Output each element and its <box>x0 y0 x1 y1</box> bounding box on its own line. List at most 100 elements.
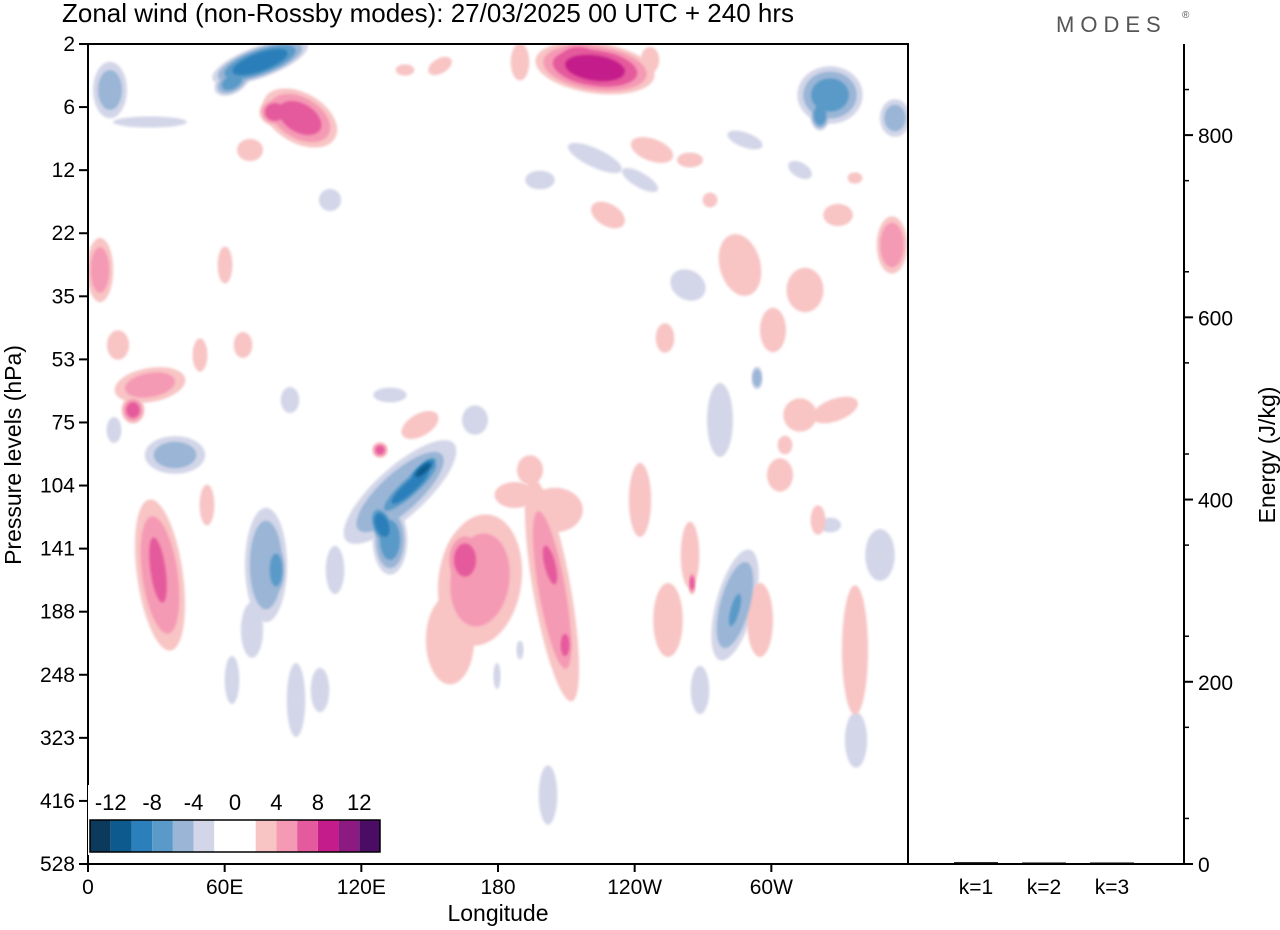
wind-contour-cell <box>628 463 652 537</box>
y-tick-label: 248 <box>40 664 75 687</box>
wind-contour-cell <box>428 56 452 76</box>
y-tick-label: 22 <box>52 222 75 245</box>
wind-contour-cell <box>106 330 130 360</box>
y-tick-label: 188 <box>40 601 75 624</box>
wind-contour-cell <box>401 410 439 440</box>
wind-contour-cell <box>670 269 706 301</box>
wind-contour-cell <box>494 482 536 508</box>
y-tick-label: 416 <box>40 790 75 813</box>
colorbar-swatch <box>338 820 360 852</box>
colorbar-swatch <box>214 820 235 852</box>
wind-contour-cell <box>453 543 477 577</box>
brand-text: MODES <box>1056 12 1167 37</box>
wind-contour-cell <box>318 188 342 212</box>
wind-contour-cell <box>240 602 264 658</box>
wind-contour-cell <box>199 484 215 526</box>
wind-contour-cell <box>221 73 243 91</box>
colorbar-frame <box>89 819 381 853</box>
y-tick-label: 35 <box>52 285 75 308</box>
energy-tick-label: 0 <box>1198 854 1210 877</box>
wind-contour-cell <box>591 201 625 229</box>
wind-contour-cell <box>727 130 763 150</box>
wind-contour-cell <box>395 64 415 76</box>
positive-wind-contour <box>90 44 904 669</box>
energy-tick-label: 600 <box>1198 307 1233 330</box>
wind-contour-cell <box>217 246 233 284</box>
x-tick-label: 0 <box>82 876 94 899</box>
colorbar-tick-label: 12 <box>347 790 371 815</box>
colorbar-tick-label: -4 <box>184 790 204 815</box>
wind-contour-cell <box>747 583 773 657</box>
wind-contour-cell <box>516 640 524 660</box>
wind-contour-cell <box>811 78 849 112</box>
wind-contour-cell <box>783 398 817 432</box>
x-tick-label: 180 <box>480 876 515 899</box>
wind-contour-cell <box>884 104 906 132</box>
wind-contour-cell <box>106 417 122 443</box>
wind-contour-cell <box>525 170 555 190</box>
energy-tick-label: 200 <box>1198 672 1233 695</box>
wind-contour-cell <box>630 137 674 163</box>
y-tick-label: 323 <box>40 727 75 750</box>
x-tick-label: 60E <box>206 876 243 899</box>
wind-contour-cell <box>286 663 306 737</box>
wind-contour-cell <box>880 222 904 268</box>
colorbar-swatch <box>235 820 256 852</box>
wind-contour-cell <box>517 455 543 485</box>
wind-contour-cell <box>560 633 570 657</box>
wind-contour-cell <box>707 383 733 457</box>
energy-category-label: k=1 <box>959 876 993 899</box>
colorbar-swatch <box>90 820 111 852</box>
y-axis-label: Pressure levels (hPa) <box>0 345 26 565</box>
wind-contour-cell <box>493 663 501 689</box>
colorbar-tick-label: 4 <box>270 790 282 815</box>
wind-contour-cell <box>640 47 660 73</box>
colorbar-swatch <box>193 820 215 852</box>
x-tick-label: 120E <box>337 876 386 899</box>
positive-wind-contour <box>126 47 695 657</box>
positive-wind-contour <box>565 54 625 82</box>
y-tick-label: 104 <box>40 475 75 498</box>
wind-field <box>88 44 908 825</box>
colorbar-swatch <box>172 820 194 852</box>
wind-contour-cell <box>842 585 868 715</box>
wind-contour-cell <box>689 576 695 590</box>
colorbar-swatch <box>152 820 173 852</box>
wind-contour-cell <box>98 70 122 110</box>
colorbar-swatch <box>110 820 132 852</box>
colorbar-swatch <box>255 820 277 852</box>
wind-contour-cell <box>149 537 167 603</box>
wind-contour-cell <box>124 372 176 398</box>
wind-contour-cell <box>153 441 197 469</box>
wind-contour-cell <box>280 387 300 413</box>
wind-contour-cell <box>786 267 824 313</box>
wind-contour-cell <box>192 338 208 372</box>
energy-tick-label: 800 <box>1198 125 1233 148</box>
wind-contour-cell <box>718 234 762 296</box>
wind-contour-cell <box>728 593 742 627</box>
x-axis: 0 60E 120E 180 120W 60W <box>82 864 793 899</box>
y-tick-label: 12 <box>52 159 75 182</box>
y-tick-label: 75 <box>52 411 75 434</box>
colorbar-swatch <box>131 820 153 852</box>
wind-contour-cell <box>325 545 345 595</box>
colorbar-tick-label: 8 <box>312 790 324 815</box>
wind-contour-cell <box>233 332 253 358</box>
wind-contour-cell <box>680 521 700 589</box>
y-tick-label: 6 <box>63 96 75 119</box>
wind-contour-cell <box>690 665 710 715</box>
x-axis-label: Longitude <box>447 900 548 926</box>
wind-contour-cell <box>510 44 530 81</box>
wind-contour-cell <box>373 387 407 403</box>
wind-contour-cell <box>677 152 703 168</box>
wind-contour-cell <box>812 396 858 424</box>
wind-contour-cell <box>90 247 110 293</box>
wind-contour-cell <box>269 553 283 587</box>
colorbar-swatch <box>276 820 298 852</box>
wind-contour-cell <box>224 655 240 705</box>
wind-contour-cell <box>391 470 429 504</box>
y-tick-label: 53 <box>52 348 75 371</box>
brand-logo: MODES ® <box>1056 10 1190 37</box>
wind-contour-cell <box>237 138 263 162</box>
wind-contour-cell <box>278 100 322 136</box>
